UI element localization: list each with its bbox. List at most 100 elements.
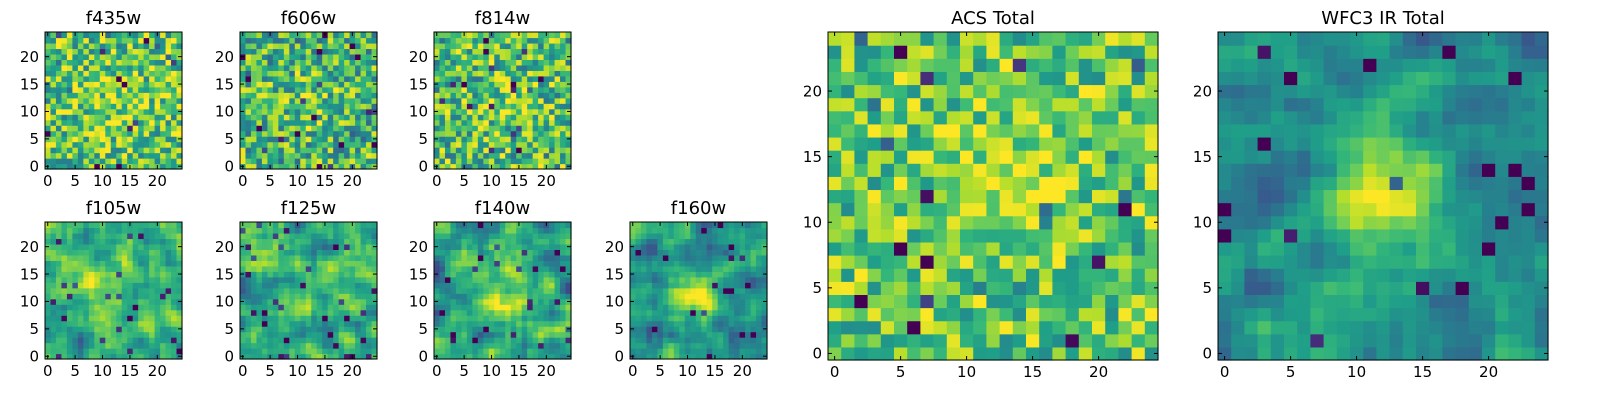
heatmap-cell [360, 42, 367, 50]
heatmap-cell [701, 260, 708, 267]
heatmap-cell [630, 282, 637, 289]
heatmap-cell [267, 326, 274, 333]
heatmap-cell [560, 48, 567, 55]
heatmap-cell [662, 309, 669, 316]
heatmap-cell [344, 232, 351, 240]
heatmap-cell [494, 152, 501, 159]
heatmap-cell [50, 222, 57, 229]
heatmap-cell [121, 158, 128, 165]
heatmap-cell [305, 309, 312, 316]
heatmap-cell [1118, 228, 1133, 243]
heatmap-cell [305, 315, 312, 322]
heatmap-cell [483, 59, 490, 66]
heatmap-cell [300, 32, 307, 39]
heatmap-cell [121, 75, 128, 82]
heatmap-cell [272, 287, 279, 294]
heatmap-cell [50, 287, 57, 294]
heatmap-cell [160, 130, 167, 137]
heatmap-cell [360, 243, 367, 250]
heatmap-cell [472, 276, 479, 283]
heatmap-cell [283, 42, 290, 50]
heatmap-cell [450, 70, 457, 77]
heatmap-cell [1026, 333, 1040, 348]
heatmap-cell [116, 265, 123, 272]
heatmap-cell [695, 287, 702, 294]
heatmap-cell [149, 136, 156, 143]
heatmap-cell [338, 309, 345, 316]
heatmap-cell [305, 97, 312, 104]
heatmap-cell [510, 75, 517, 82]
heatmap-cell [679, 331, 686, 338]
heatmap-cell [283, 163, 290, 170]
heatmap-cell [483, 320, 490, 327]
heatmap-cell [657, 348, 664, 355]
heatmap-cell [149, 271, 156, 278]
heatmap-cell [366, 163, 373, 170]
heatmap-cell [371, 293, 378, 300]
heatmap-cell [745, 320, 752, 327]
heatmap-cell [45, 97, 52, 104]
heatmap-cell [66, 309, 73, 316]
heatmap-cell [756, 222, 763, 229]
heatmap-cell [646, 260, 653, 267]
heatmap-cell [673, 238, 680, 245]
heatmap-cell [338, 320, 345, 327]
heatmap-cell [88, 243, 95, 250]
heatmap-cell [360, 92, 367, 99]
heatmap-cell [66, 243, 73, 250]
heatmap-cell [657, 265, 664, 272]
heatmap-cell [1118, 202, 1133, 217]
heatmap-cell [83, 342, 90, 349]
heatmap-cell [55, 238, 63, 245]
heatmap-cell [560, 152, 567, 159]
heatmap-cell [750, 298, 757, 305]
heatmap-cell [154, 158, 161, 165]
heatmap-cell [494, 249, 501, 256]
heatmap-cell [472, 125, 479, 132]
heatmap-cell [245, 147, 252, 154]
heatmap-cell [316, 125, 323, 132]
heatmap-cell [256, 37, 263, 44]
heatmap-cell [554, 59, 561, 66]
heatmap-cell [245, 348, 252, 355]
heatmap-cell [712, 238, 719, 245]
heatmap-cell [510, 304, 517, 311]
heatmap-cell [360, 282, 367, 289]
heatmap-cell [701, 331, 708, 338]
heatmap-cell [316, 53, 323, 60]
heatmap-cell [366, 97, 373, 104]
heatmap-cell [723, 337, 730, 344]
heatmap-cell [160, 353, 167, 360]
heatmap-cell [554, 48, 561, 55]
heatmap-cell [543, 348, 550, 355]
heatmap-cell [149, 254, 156, 261]
heatmap-cell [1118, 163, 1133, 177]
heatmap-cell [640, 249, 648, 256]
heatmap-cell [110, 304, 117, 311]
heatmap-cell [472, 320, 479, 327]
heatmap-cell [668, 320, 675, 327]
heatmap-cell [750, 260, 757, 267]
heatmap-cell [105, 227, 112, 234]
heatmap-cell [532, 282, 539, 289]
heatmap-cell [127, 326, 134, 333]
heatmap-cell [706, 309, 713, 316]
heatmap-cell [77, 243, 84, 250]
heatmap-cell [160, 37, 167, 44]
heatmap-cell [538, 108, 545, 115]
x-tick-label: 20 [537, 362, 556, 380]
heatmap-cell [532, 238, 539, 245]
heatmap-cell [695, 271, 702, 278]
heatmap-cell [272, 114, 279, 121]
heatmap-cell [543, 337, 550, 344]
heatmap-cell [72, 147, 79, 154]
heatmap-cell [999, 215, 1014, 230]
heatmap-cell [77, 108, 84, 115]
heatmap-cell [880, 307, 895, 322]
heatmap-cell [439, 276, 446, 283]
heatmap-cell [338, 298, 345, 305]
heatmap-cell [461, 86, 468, 93]
heatmap-cell [1078, 294, 1093, 309]
heatmap-cell [83, 320, 90, 327]
heatmap-cell [55, 59, 63, 66]
